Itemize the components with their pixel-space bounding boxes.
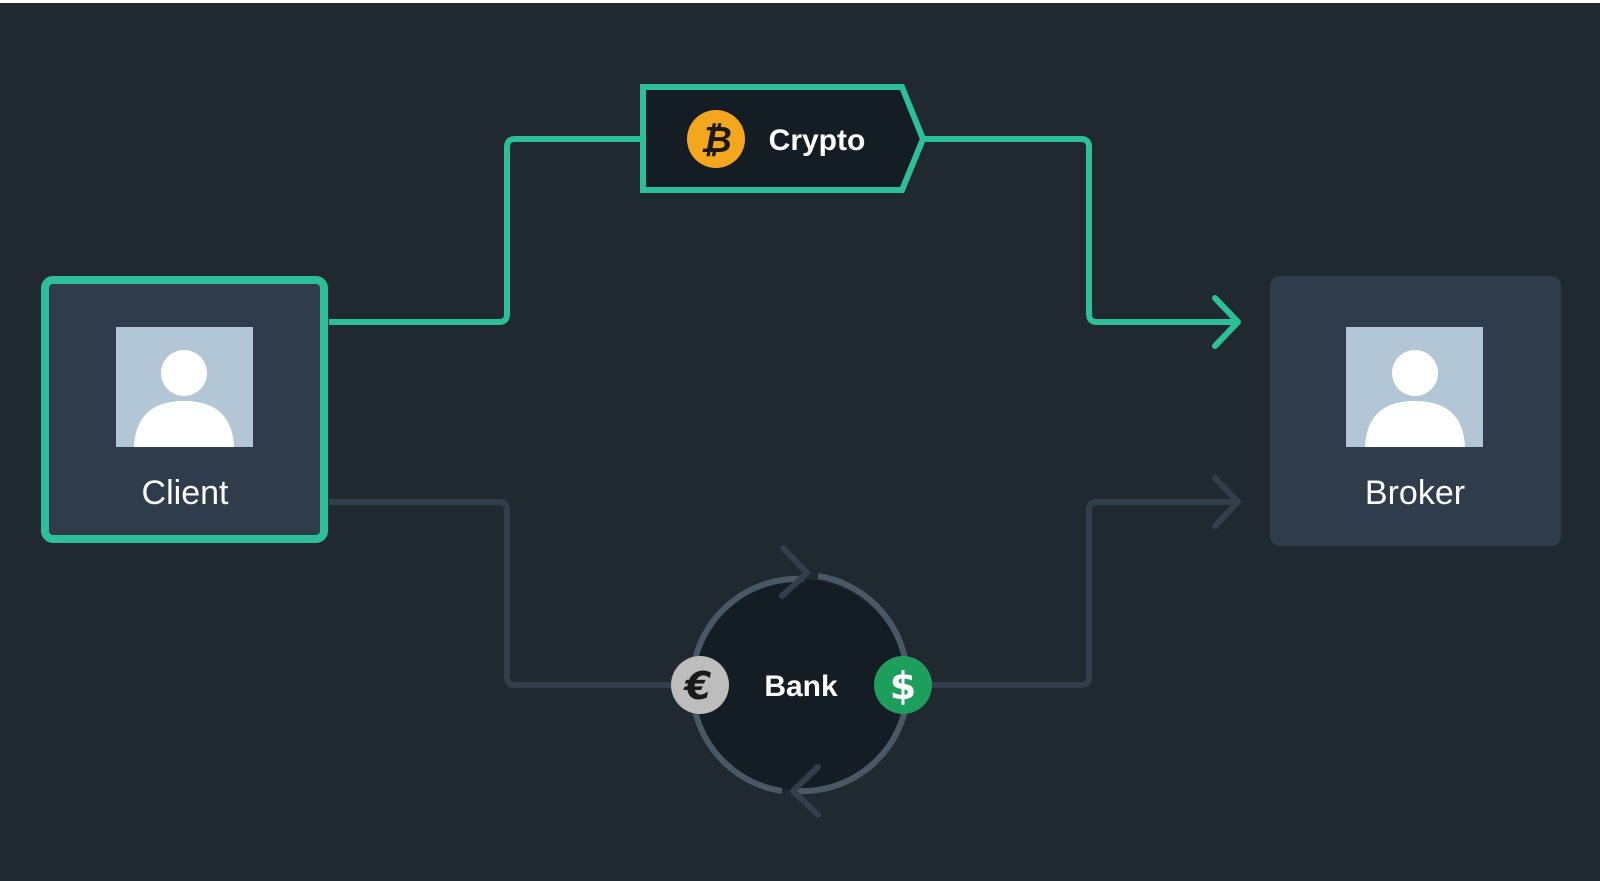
edge-crypto-broker xyxy=(922,136,1238,325)
bank-cycle-arrowhead-bottom xyxy=(790,764,821,818)
euro-icon: € xyxy=(671,656,729,714)
crypto-label: Crypto xyxy=(769,124,866,157)
client-label: Client xyxy=(142,474,229,512)
bank-cycle-arc-top xyxy=(691,575,805,665)
bank-label: Bank xyxy=(764,670,838,703)
broker-label: Broker xyxy=(1365,474,1465,512)
bank-cycle-arc-bottom xyxy=(795,705,909,795)
edge-client-crypto xyxy=(329,136,642,325)
broker-node[interactable]: Broker xyxy=(1270,276,1561,546)
broker-avatar xyxy=(1346,327,1483,447)
bitcoin-icon: ₿ xyxy=(687,110,745,168)
edge-bank-broker xyxy=(925,499,1238,688)
flow-diagram: Client Broker ₿ Crypto € xyxy=(41,84,1561,818)
bank-node[interactable]: € $ Bank xyxy=(671,545,932,818)
client-avatar xyxy=(116,327,253,447)
arrowhead-crypto-broker xyxy=(1212,295,1241,349)
svg-text:₿: ₿ xyxy=(700,120,732,161)
arrowhead-bank-broker xyxy=(1212,475,1241,529)
diagram-canvas: Client Broker ₿ Crypto € xyxy=(0,3,1600,881)
bank-cycle-arrowhead-top xyxy=(779,545,810,599)
svg-text:$: $ xyxy=(890,664,916,708)
bank-cycle-arc-left xyxy=(691,705,783,794)
crypto-node[interactable]: ₿ Crypto xyxy=(640,84,927,193)
edge-client-bank xyxy=(329,499,676,688)
bank-cycle-arc-right xyxy=(817,573,909,665)
svg-text:€: € xyxy=(683,664,712,708)
client-node[interactable]: Client xyxy=(41,276,328,543)
dollar-icon: $ xyxy=(874,656,932,714)
